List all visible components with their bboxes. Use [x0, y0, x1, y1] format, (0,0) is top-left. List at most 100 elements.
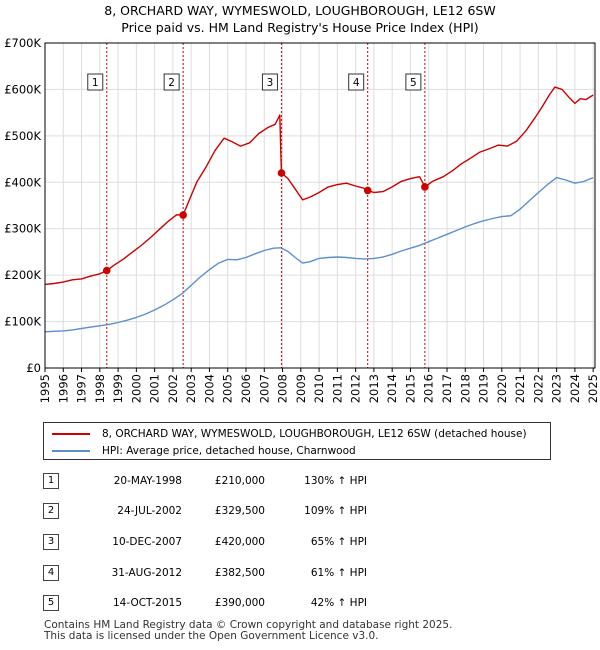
sale-point [421, 183, 429, 191]
legend-swatch-hpi [52, 450, 90, 452]
x-tick-label: 1996 [56, 374, 70, 403]
sale-label-number: 3 [267, 77, 274, 89]
x-tick-label: 2018 [458, 374, 472, 403]
y-tick-label: £200K [4, 268, 41, 282]
x-tick-label: 2010 [312, 374, 326, 403]
sale-price: £420,000 [214, 536, 265, 548]
legend-swatch-property [52, 433, 90, 435]
x-tick-label: 1999 [111, 374, 125, 403]
sale-number-badge: 5 [43, 595, 59, 611]
sale-date: 14-OCT-2015 [113, 597, 182, 609]
table-row: 1 20-MAY-1998 £210,000 130% ↑ HPI [43, 473, 403, 491]
axis-layer: £0 £100K £200K £300K £400K £500K £600K £700K 199… [4, 36, 600, 403]
x-tick-label: 2012 [349, 374, 363, 403]
chart-subtitle: Price paid vs. HM Land Registry's House … [121, 20, 479, 35]
x-tick-label: 2001 [148, 374, 162, 403]
x-tick-label: 2021 [513, 374, 527, 403]
series-layer [44, 86, 594, 333]
hpi-line [44, 176, 594, 333]
price-chart: 1 2 3 4 5 £0 £100K £200K £300K £400K £500K £600K £7… [4, 36, 600, 403]
footer-line-licence: This data is licensed under the Open Gov… [44, 630, 379, 642]
y-tick-label: £100K [4, 315, 41, 329]
x-tick-label: 2013 [367, 374, 381, 403]
sale-price: £210,000 [214, 475, 265, 487]
property-price-line [44, 86, 594, 286]
sale-number-badge: 3 [43, 534, 59, 550]
x-tick-label: 2023 [550, 374, 564, 403]
footer-line-copyright: Contains HM Land Registry data © Crown c… [44, 619, 453, 631]
x-tick-label: 2006 [239, 374, 253, 403]
sale-hpi-change: 109% ↑ HPI [304, 505, 367, 517]
x-tick-label: 2017 [440, 374, 454, 403]
sale-hpi-change: 42% ↑ HPI [310, 597, 367, 609]
x-tick-label: 2024 [568, 374, 582, 403]
table-row: 5 14-OCT-2015 £390,000 42% ↑ HPI [43, 595, 403, 613]
sale-number-badge: 1 [43, 473, 59, 489]
x-tick-label: 2004 [202, 374, 216, 403]
x-tick-label: 2003 [184, 374, 198, 403]
y-tick-label: £300K [4, 222, 41, 236]
sale-number-badge: 2 [43, 503, 59, 519]
chart-title: 8, ORCHARD WAY, WYMESWOLD, LOUGHBOROUGH,… [104, 3, 496, 18]
chart-title-block: 8, ORCHARD WAY, WYMESWOLD, LOUGHBOROUGH,… [0, 2, 600, 36]
table-row: 3 10-DEC-2007 £420,000 65% ↑ HPI [43, 534, 403, 552]
sale-label-number: 2 [168, 77, 175, 89]
y-tick-label: £400K [4, 175, 41, 189]
x-tick-label: 2020 [495, 374, 509, 403]
sale-hpi-change: 61% ↑ HPI [310, 567, 367, 579]
sale-date: 20-MAY-1998 [113, 475, 182, 487]
x-tick-label: 2025 [586, 374, 600, 403]
sale-label-box [348, 73, 365, 91]
sale-point [363, 186, 372, 195]
sale-label-box [163, 73, 180, 91]
x-tick-label: 2015 [403, 374, 417, 403]
sale-label-number: 1 [92, 77, 99, 89]
legend-item-property: 8, ORCHARD WAY, WYMESWOLD, LOUGHBOROUGH,… [52, 426, 527, 442]
sale-price: £382,500 [214, 567, 265, 579]
footer-attribution: Contains HM Land Registry data © Crown c… [44, 620, 452, 642]
sale-number-badge: 4 [43, 565, 59, 581]
sale-point [102, 266, 111, 275]
table-row: 2 24-JUL-2002 £329,500 109% ↑ HPI [43, 503, 403, 521]
x-tick-label: 1998 [93, 374, 107, 403]
x-tick-label: 2005 [221, 374, 235, 403]
x-tick-label: 2008 [276, 374, 290, 403]
legend: 8, ORCHARD WAY, WYMESWOLD, LOUGHBOROUGH,… [43, 422, 551, 460]
sale-labels: 1 2 3 4 5 [87, 73, 422, 91]
plot-area [45, 43, 595, 368]
sale-points [102, 169, 429, 275]
y-tick-label: £0 [26, 361, 41, 375]
sale-point [179, 211, 187, 219]
x-tick-label: 2019 [477, 374, 491, 403]
x-tick-label: 2000 [129, 374, 143, 403]
x-tick-label: 1997 [75, 374, 89, 403]
y-tick-label: £600K [4, 82, 41, 96]
x-tick-label: 1995 [38, 374, 52, 403]
sale-price: £390,000 [214, 597, 265, 609]
sale-label-box [87, 73, 104, 91]
legend-item-hpi: HPI: Average price, detached house, Char… [52, 443, 356, 459]
x-tick-label: 2014 [385, 374, 399, 403]
sale-hpi-change: 65% ↑ HPI [310, 536, 367, 548]
sale-label-box [405, 73, 422, 91]
legend-label-hpi: HPI: Average price, detached house, Char… [102, 445, 356, 457]
sale-date: 24-JUL-2002 [117, 505, 182, 517]
x-tick-label: 2009 [294, 374, 308, 403]
y-tick-label: £500K [4, 129, 41, 143]
legend-label-property: 8, ORCHARD WAY, WYMESWOLD, LOUGHBOROUGH,… [102, 428, 527, 440]
x-tick-label: 2022 [531, 374, 545, 403]
sale-label-number: 5 [410, 77, 417, 89]
x-tick-label: 2016 [422, 374, 436, 403]
sale-label-number: 4 [353, 77, 360, 89]
sale-price: £329,500 [214, 505, 265, 517]
table-row: 4 31-AUG-2012 £382,500 61% ↑ HPI [43, 565, 403, 583]
plot-border [44, 42, 596, 369]
x-tick-label: 2011 [330, 374, 344, 403]
sale-hpi-change: 130% ↑ HPI [304, 475, 367, 487]
sale-date: 31-AUG-2012 [111, 567, 182, 579]
sale-point [277, 169, 286, 177]
x-tick-label: 2007 [257, 374, 271, 403]
y-tick-label: £700K [4, 36, 41, 50]
x-tick-label: 2002 [166, 374, 180, 403]
sale-date: 10-DEC-2007 [112, 536, 182, 548]
